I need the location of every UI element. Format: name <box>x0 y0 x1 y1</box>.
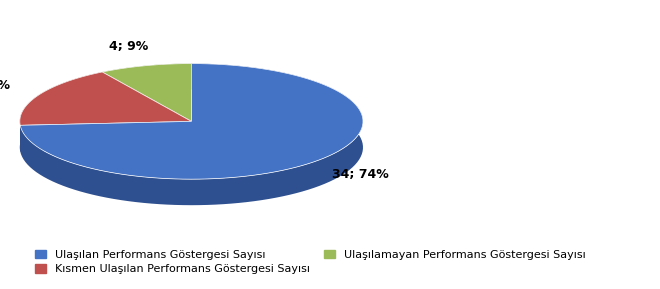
Polygon shape <box>102 64 191 98</box>
Polygon shape <box>102 64 191 121</box>
Polygon shape <box>20 121 191 151</box>
Legend: Ulaşılan Performans Göstergesi Sayısı, Kısmen Ulaşılan Performans Göstergesi Say: Ulaşılan Performans Göstergesi Sayısı, K… <box>32 246 589 278</box>
Polygon shape <box>20 64 363 179</box>
Polygon shape <box>20 72 102 151</box>
Polygon shape <box>102 72 191 147</box>
Polygon shape <box>102 72 191 147</box>
Polygon shape <box>20 64 363 205</box>
Text: 34; 74%: 34; 74% <box>333 168 389 181</box>
Text: 4; 9%: 4; 9% <box>110 40 148 53</box>
Polygon shape <box>20 72 191 125</box>
Polygon shape <box>20 121 191 151</box>
Text: 8; 17%: 8; 17% <box>0 79 10 92</box>
